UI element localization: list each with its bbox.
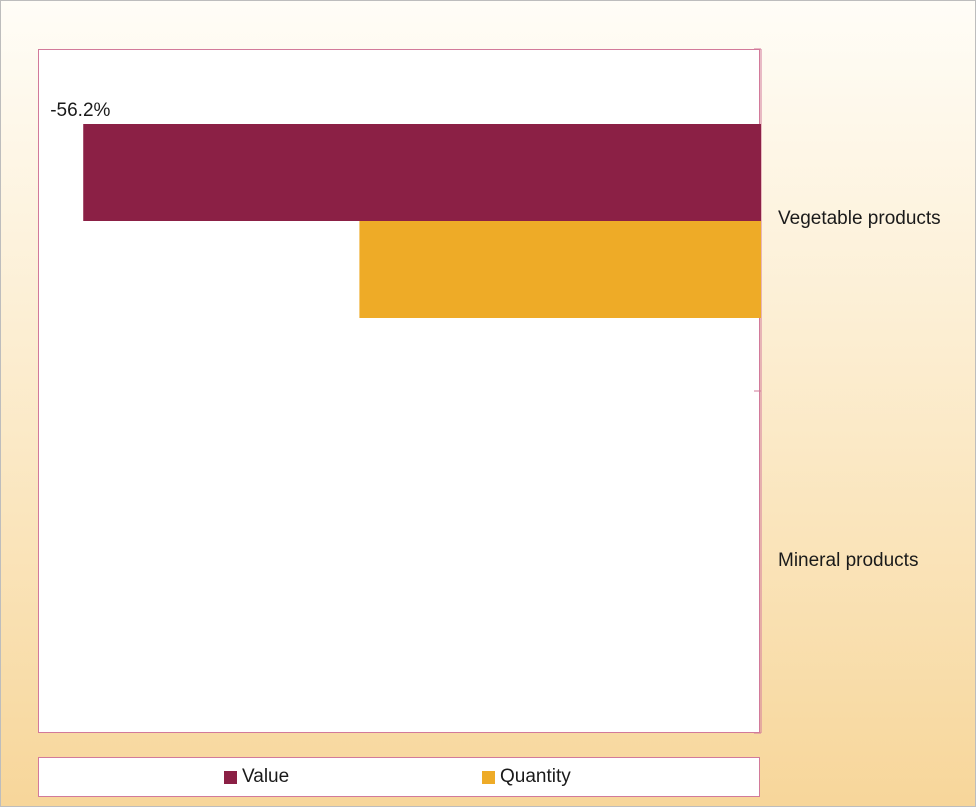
legend-item-quantity: Quantity xyxy=(482,758,571,796)
legend-item-value: Value xyxy=(224,758,289,796)
legend-swatch-quantity xyxy=(482,770,495,784)
legend-label-value: Value xyxy=(242,766,290,787)
category-label-mineral-products: Mineral products xyxy=(778,550,919,571)
data-label-value-0: -56.2% xyxy=(50,100,110,121)
legend: Value Quantity xyxy=(38,757,760,797)
bar-quantity-0 xyxy=(359,221,761,318)
bar-value-0 xyxy=(83,124,761,221)
category-label-vegetable-products: Vegetable products xyxy=(778,208,941,229)
legend-swatch-value xyxy=(224,770,237,784)
legend-label-quantity: Quantity xyxy=(500,766,571,787)
